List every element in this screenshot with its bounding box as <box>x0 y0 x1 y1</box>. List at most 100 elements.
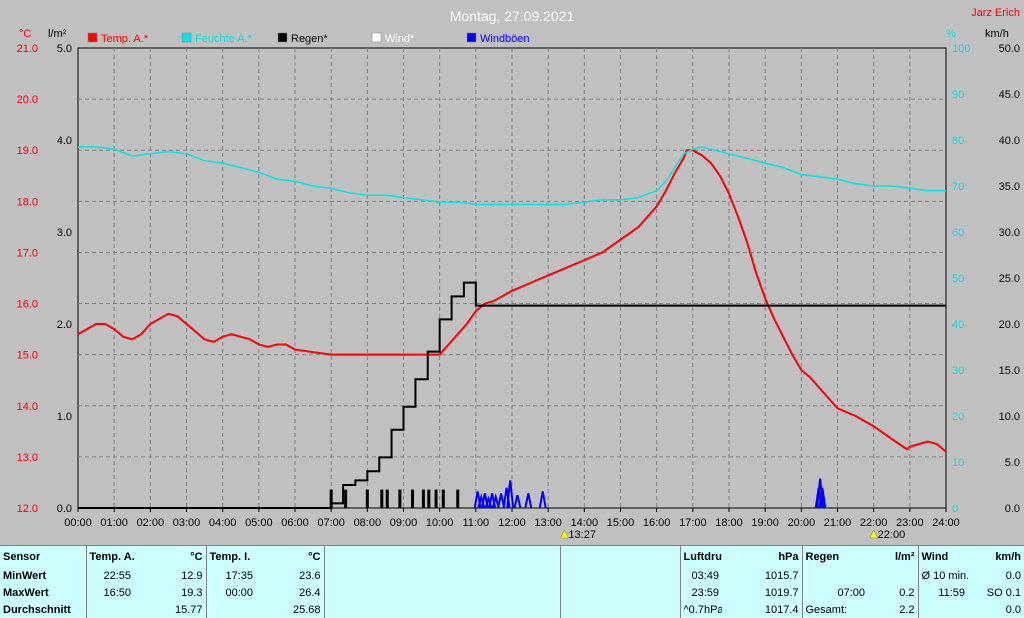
stats-min-temp-i: 23.6 <box>256 567 325 585</box>
statistics-table: Sensor Temp. A. °C Temp. I. °C Luftdruck… <box>0 544 1024 618</box>
stats-max-wind: SO 0.1 <box>968 584 1024 601</box>
wind-gust-spike <box>524 493 533 509</box>
wind-axis-tick-label: 35.0 <box>999 181 1020 193</box>
temp-axis-tick-label: 14.0 <box>17 401 38 413</box>
wind-gust-spike <box>538 491 547 509</box>
legend-swatch <box>371 32 382 43</box>
x-tick-label: 16:00 <box>643 517 671 529</box>
temperature-line <box>77 149 947 453</box>
wind-gust-spike <box>816 478 825 509</box>
x-tick-label: 13:00 <box>534 517 562 529</box>
stats-avg-row: Durchschnitt 15.77 25.68 ^0.7hPa/h 1017.… <box>0 601 1024 618</box>
stats-max-rain: 0.2 <box>868 584 919 602</box>
x-tick-label: 04:00 <box>209 517 237 529</box>
rain-cumulative-line <box>78 281 946 509</box>
wind-axis-tick-label: 25.0 <box>999 273 1020 285</box>
temp-axis-tick-label: 17.0 <box>17 247 38 259</box>
humidity-axis-tick-label: 80 <box>952 135 964 147</box>
stats-min-wind: 0.0 <box>1005 570 1021 583</box>
wind-axis-tick-label: 40.0 <box>999 135 1020 147</box>
stats-min-temp-a-time: 22:55 <box>103 570 131 583</box>
stats-max-temp-i: 26.4 <box>256 584 325 602</box>
wind-gust-spike <box>506 480 515 509</box>
x-tick-label: 24:00 <box>932 517 960 529</box>
x-tick-label: 00:00 <box>64 517 92 529</box>
stats-empty-cell <box>560 584 681 602</box>
humidity-axis-tick-label: 0 <box>952 503 958 515</box>
wind-axis-tick-label: 50.0 <box>999 43 1020 55</box>
chart-legend: Temp. A.* Feuchte A.* Regen* Wind* Windböen <box>87 32 530 45</box>
stats-empty-cell <box>86 601 134 618</box>
x-tick-label: 09:00 <box>390 517 418 529</box>
stats-avg-label: Durchschnitt <box>0 601 87 618</box>
wind-axis-tick-label: 5.0 <box>1005 457 1020 469</box>
rain-axis-tick-label: 4.0 <box>57 135 72 147</box>
stats-max-temp-i-time: 00:00 <box>225 586 253 599</box>
humidity-axis-tick-label: 60 <box>952 227 964 239</box>
x-tick-label: 02:00 <box>137 517 165 529</box>
humidity-axis-tick-label: 50 <box>952 273 964 285</box>
legend-label: Regen* <box>291 33 328 45</box>
stats-empty-cell <box>918 601 968 618</box>
legend-label: Feuchte A.* <box>195 33 253 45</box>
stats-rain-header: Regen <box>802 544 868 568</box>
stats-temp-a-header: Temp. A. <box>86 544 134 568</box>
humidity-axis-tick-label: 70 <box>952 181 964 193</box>
stats-temp-a-unit: °C <box>134 544 207 568</box>
stats-empty-cell <box>560 544 681 568</box>
weather-chart: Montag, 27.09.2021 Jarz Erich °C l/m² % … <box>16 7 1020 541</box>
stats-rain-unit: l/m² <box>868 544 919 568</box>
stats-avg-pressure-label: ^0.7hPa/h <box>683 603 723 616</box>
legend-label: Windböen <box>480 33 530 45</box>
temp-axis-tick-label: 18.0 <box>17 196 38 208</box>
stats-min-row: MinWert 22:55 12.9 17:35 23.6 03:49 1015… <box>0 567 1024 585</box>
rain-axis-tick-label: 0.0 <box>57 503 72 515</box>
x-tick-label: 08:00 <box>354 517 382 529</box>
wind-axis-tick-label: 30.0 <box>999 227 1020 239</box>
stats-empty-cell <box>324 544 561 568</box>
wind-axis-tick-label: 0.0 <box>1005 503 1020 515</box>
stats-avg-rain-label: Gesamt: <box>805 603 848 616</box>
x-tick-label: 20:00 <box>788 517 816 529</box>
x-tick-label: 12:00 <box>498 517 526 529</box>
temp-axis-tick-label: 19.0 <box>17 145 38 157</box>
humidity-axis-tick-label: 40 <box>952 319 964 331</box>
stats-empty-cell <box>206 601 256 618</box>
rain-axis-tick-label: 2.0 <box>57 319 72 331</box>
stats-sensor-header: Sensor <box>0 544 87 568</box>
stats-max-wind-time: 11:59 <box>938 586 965 599</box>
wind-gust-spike <box>497 493 506 509</box>
statistics-panel: Sensor Temp. A. °C Temp. I. °C Luftdruck… <box>0 544 1024 618</box>
rain-axis-tick-label: 3.0 <box>57 227 72 239</box>
temp-axis-tick-label: 15.0 <box>17 350 38 362</box>
chart-annotations: 13:27 22:00 <box>560 529 905 541</box>
stats-max-wind-value: 0.1 <box>1005 586 1021 599</box>
sun-marker-label: 13:27 <box>568 529 596 541</box>
x-tick-label: 06:00 <box>281 517 309 529</box>
temp-unit-label: °C <box>19 28 31 40</box>
x-tick-label: 22:00 <box>860 517 888 529</box>
stats-min-wind-label: Ø 10 min. <box>921 570 969 583</box>
stats-avg-pressure: 1017.4 <box>722 601 803 618</box>
humidity-axis-tick-label: 90 <box>952 89 964 101</box>
humidity-line <box>78 146 946 206</box>
temp-axis-tick-label: 12.0 <box>17 503 38 515</box>
stats-min-pressure-time: 03:49 <box>691 570 719 583</box>
x-tick-label: 03:00 <box>173 517 201 529</box>
x-tick-label: 14:00 <box>571 517 599 529</box>
chart-axes: 00:00 01:00 02:00 03:00 04:00 05:00 06:00 07:00… <box>17 43 1020 529</box>
chart-marks <box>77 146 947 509</box>
x-tick-label: 15:00 <box>607 517 635 529</box>
stats-empty-cell <box>324 584 561 602</box>
stats-min-label: MinWert <box>0 567 87 585</box>
stats-min-rain <box>868 567 919 585</box>
wind-axis-tick-label: 10.0 <box>999 411 1020 423</box>
author-label: Jarz Erich <box>971 7 1020 19</box>
stats-max-pressure: 1019.7 <box>722 584 803 602</box>
stats-max-label: MaxWert <box>0 584 87 602</box>
stats-temp-i-header: Temp. I. <box>206 544 256 568</box>
stats-wind-header: Wind <box>918 544 968 568</box>
stats-empty-cell <box>560 601 681 618</box>
temp-axis-tick-label: 16.0 <box>17 299 38 311</box>
sun-marker-icon <box>869 529 879 539</box>
